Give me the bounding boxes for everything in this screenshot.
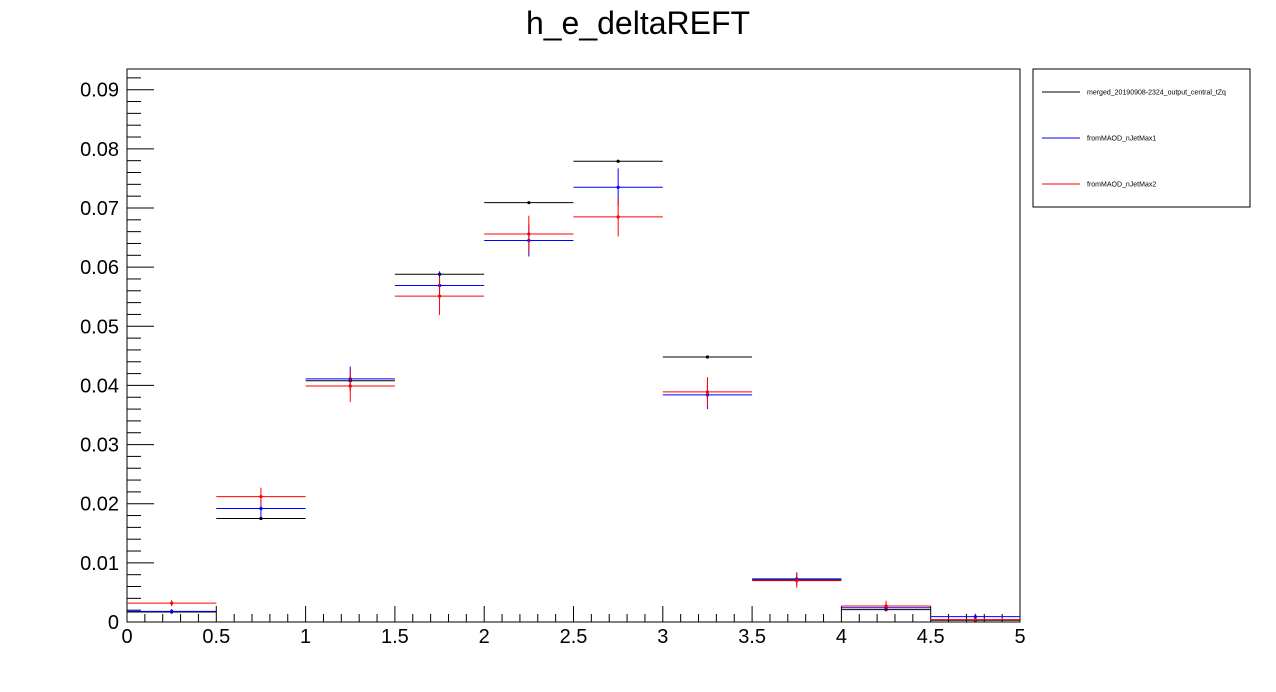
data-point (795, 578, 799, 583)
data-point (259, 506, 263, 511)
data-point (616, 185, 620, 189)
data-point (616, 159, 620, 163)
x-tick-label: 2.5 (560, 626, 588, 648)
y-tick-label: 0.06 (80, 257, 119, 279)
y-tick-label: 0.01 (80, 553, 119, 575)
data-point (437, 294, 442, 298)
legend-label: merged_20190908-2324_output_central_tZq (1087, 90, 1226, 97)
x-tick-label: 4 (836, 626, 847, 648)
y-tick-label: 0.05 (80, 316, 119, 338)
data-point (259, 495, 263, 499)
x-tick-label: 1 (300, 626, 311, 648)
data-point (616, 215, 620, 219)
x-axis: 0 0.5 1 1.5 2 2.5 3 3.5 4 4.5 5 (121, 606, 1026, 648)
legend-entry: fromMAOD_nJetMax2 (1042, 182, 1156, 189)
data-point (973, 618, 977, 622)
data-point (170, 601, 174, 605)
y-axis: 0 0.01 0.02 0.03 0.04 0.05 0.06 0.07 0.08 0.09 (80, 77, 154, 634)
legend: merged_20190908-2324_output_central_tZqf… (1032, 68, 1251, 208)
legend-entry: merged_20190908-2324_output_central_tZq (1042, 90, 1226, 97)
y-tick-label: 0.08 (80, 139, 119, 161)
y-tick-label: 0.02 (80, 494, 119, 516)
series-2 (127, 197, 1020, 622)
series-1 (127, 168, 1020, 620)
y-tick-label: 0 (108, 612, 119, 634)
data-point (527, 201, 531, 205)
series-layer (127, 159, 1020, 622)
data-point (705, 355, 710, 359)
plot-frame (126, 68, 1021, 623)
x-tick-label: 1.5 (381, 626, 409, 648)
x-tick-label: 4.5 (917, 626, 945, 648)
y-tick-label: 0.03 (80, 435, 119, 457)
data-point (170, 609, 174, 613)
data-point (705, 390, 710, 394)
x-tick-label: 2 (479, 626, 490, 648)
y-tick-label: 0.04 (80, 375, 119, 397)
chart-title: h_e_deltaREFT (526, 5, 750, 41)
series-0 (127, 159, 1020, 622)
y-tick-label: 0.07 (80, 198, 119, 220)
data-point (884, 604, 888, 608)
x-tick-label: 0.5 (202, 626, 230, 648)
legend-label: fromMAOD_nJetMax2 (1087, 182, 1156, 189)
legend-label: fromMAOD_nJetMax1 (1087, 136, 1156, 143)
data-point (527, 232, 531, 236)
y-tick-label: 0.09 (80, 80, 119, 102)
data-point (973, 615, 977, 619)
x-tick-label: 0 (121, 626, 132, 648)
legend-entry: fromMAOD_nJetMax1 (1042, 136, 1156, 143)
x-tick-label: 3.5 (738, 626, 766, 648)
x-tick-label: 5 (1014, 626, 1025, 648)
data-point (259, 516, 263, 521)
x-tick-label: 3 (657, 626, 668, 648)
data-point (348, 384, 352, 388)
